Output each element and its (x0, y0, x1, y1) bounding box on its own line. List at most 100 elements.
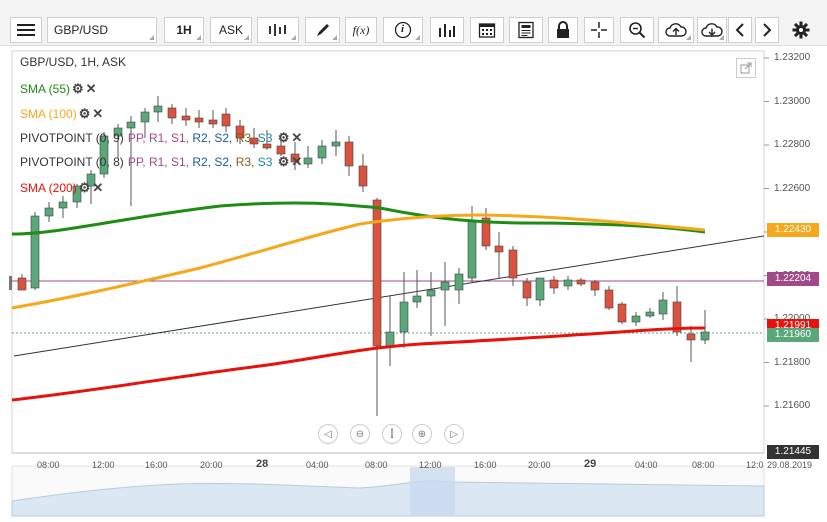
chart-type-button[interactable] (257, 17, 299, 43)
hamburger-icon (17, 24, 35, 36)
volume-button[interactable] (430, 17, 464, 43)
gear-icon[interactable]: ⚙ (277, 130, 290, 145)
candle-body (658, 299, 668, 315)
pivot-level-s3: S3 (257, 155, 276, 169)
candle (549, 276, 559, 294)
triangle-left-icon: ◁ (324, 428, 332, 440)
nav-zoom-out-button[interactable]: ⊖ (350, 424, 370, 444)
candle-body (700, 331, 710, 341)
chart-title: GBP/USD, 1H, ASK (20, 55, 127, 69)
candle-body (385, 331, 395, 347)
candle-body (331, 141, 341, 147)
close-icon[interactable]: ✕ (85, 81, 97, 96)
indicator-label: PIVOTPOINT (0, 8) (20, 155, 124, 169)
price-type-label: ASK (218, 23, 243, 37)
time-tick-label: 12:00 (419, 460, 442, 470)
sma55-line (11, 201, 706, 236)
draw-tool-button[interactable] (305, 17, 340, 43)
lock-button[interactable] (548, 17, 578, 43)
upload-button[interactable] (658, 17, 694, 43)
candle-body (17, 277, 27, 291)
pivot-levels: PP, R1, S1, R2, S2, R3, S3 (128, 131, 276, 145)
dropdown-corner-icon (149, 35, 154, 40)
menu-button[interactable] (10, 17, 42, 43)
candle-body (604, 289, 614, 309)
sma100-line (11, 213, 706, 310)
nav-first-button[interactable]: ◁ (318, 424, 338, 444)
pivot-level-s2: S2, (214, 131, 236, 145)
candle (235, 120, 245, 144)
time-tick-label: 12:0 (746, 460, 764, 470)
candle (358, 154, 368, 192)
price-chart[interactable] (0, 46, 827, 522)
zoom-button[interactable] (620, 17, 654, 43)
chevron-right-icon (763, 23, 772, 37)
candle-body (535, 277, 545, 301)
pivot-level-s3: S3 (257, 131, 276, 145)
navigator-window[interactable] (410, 467, 455, 515)
candle (508, 246, 518, 286)
candle-body (235, 125, 245, 139)
candle (249, 128, 259, 148)
info-button[interactable]: i (383, 17, 423, 43)
candle (604, 286, 614, 310)
price-type-selector[interactable]: ASK (210, 17, 252, 43)
candle-body (276, 145, 286, 155)
nav-zoom-in-button[interactable]: ⊕ (412, 424, 432, 444)
indicator-label: PIVOTPOINT (0, 9) (20, 131, 124, 145)
indicators-button[interactable]: f(x) (345, 17, 377, 43)
candle (522, 278, 532, 306)
scroll-right-button[interactable] (755, 17, 779, 43)
pivot-level-pp: PP, (127, 131, 149, 145)
gear-icon[interactable]: ⚙ (277, 154, 290, 169)
symbol-selector[interactable]: GBP/USD (47, 17, 157, 43)
close-icon[interactable]: ✕ (92, 106, 104, 121)
indicator-label: SMA (55) (20, 82, 71, 96)
candle-body (290, 153, 300, 163)
gear-icon[interactable]: ⚙ (78, 106, 91, 121)
candle-body (399, 301, 409, 333)
indicator-label: SMA (200) (20, 181, 77, 195)
news-button[interactable] (509, 17, 543, 43)
gear-icon[interactable]: ⚙ (72, 81, 84, 96)
left-handle[interactable] (9, 276, 12, 290)
nav-reset-button[interactable]: ⫿ (382, 424, 402, 444)
pivot-level-s2: S2, (214, 155, 236, 169)
download-button[interactable] (697, 17, 727, 43)
candle (221, 108, 231, 132)
time-tick-label: 08:00 (37, 460, 60, 470)
candle-body (99, 135, 109, 175)
close-icon[interactable]: ✕ (92, 180, 104, 195)
interval-selector[interactable]: 1H (164, 17, 204, 43)
candle (617, 302, 627, 324)
candle (99, 132, 109, 178)
calendar-button[interactable] (470, 17, 504, 43)
candle (372, 198, 382, 416)
candle (686, 326, 696, 362)
symbol-label: GBP/USD (54, 23, 109, 37)
candle (86, 170, 96, 204)
gear-icon[interactable]: ⚙ (78, 180, 91, 195)
candle-body (113, 127, 123, 137)
popout-button[interactable] (736, 58, 756, 78)
candle-body (426, 289, 436, 297)
price-tick-label: 1.21800 (774, 356, 811, 368)
crosshair-button[interactable] (584, 17, 614, 43)
scroll-left-button[interactable] (728, 17, 752, 43)
chart-area[interactable]: GBP/USD, 1H, ASK SMA (55) ⚙ ✕ SMA (100) ⚙ ✕ … (0, 46, 827, 522)
indicator-sma200: SMA (200) ⚙ ✕ (20, 180, 103, 196)
settings-button[interactable] (787, 17, 815, 43)
time-tick-label: 12:00 (92, 460, 115, 470)
close-icon[interactable]: ✕ (291, 154, 303, 169)
candle-body (358, 165, 368, 187)
candle (412, 270, 422, 308)
nav-last-button[interactable]: ▷ (444, 424, 464, 444)
candle-body (590, 281, 600, 291)
candle (576, 278, 586, 286)
candle-body (494, 245, 504, 253)
candle (208, 110, 218, 128)
pivot-level-s1: S1, (170, 131, 193, 145)
candle (303, 146, 313, 168)
candle (17, 274, 27, 291)
close-icon[interactable]: ✕ (291, 130, 303, 145)
